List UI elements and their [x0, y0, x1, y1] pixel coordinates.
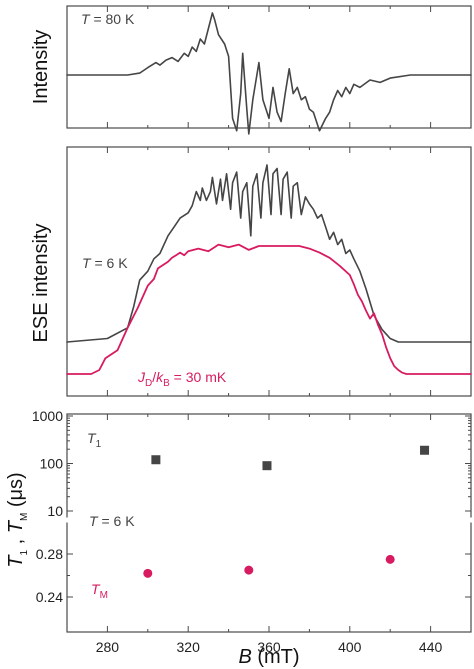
panel-b-xticks — [66, 147, 472, 396]
panel-c-ylabel: T1 , TM (μs) — [5, 472, 30, 567]
lower-y-tick-label: 0.28 — [36, 546, 63, 562]
tm-marker — [385, 554, 395, 564]
panel-a-trace — [66, 12, 472, 135]
panel-a: Intensity T = 80 K — [30, 5, 472, 135]
exchange-coupling-label: JD/kB = 30 mK — [137, 369, 227, 389]
tm-marker — [143, 568, 153, 578]
panel-c: 280 320 360 400 440 10 100 1000 0.24 0.28 T1 T =… — [5, 408, 474, 668]
temperature-80k-label: T = 80 K — [81, 11, 135, 27]
panel-b-black-trace — [66, 164, 472, 343]
temperature-6k-label-b: T = 6 K — [82, 255, 128, 271]
temperature-6k-label-c: T = 6 K — [89, 513, 135, 529]
panel-b-ylabel: ESE intensity — [30, 224, 52, 343]
upper-y-tick-label: 100 — [40, 456, 64, 472]
t1-marker — [262, 461, 272, 471]
x-axis-label: B (mT) — [238, 646, 299, 668]
panel-a-xticks — [66, 6, 472, 128]
x-tick-label: 280 — [96, 639, 120, 655]
x-tick-label: 360 — [257, 639, 281, 655]
panel-c-markers — [143, 445, 430, 578]
upper-y-tick-label: 1000 — [32, 408, 63, 424]
tm-series-label: TM — [91, 581, 108, 601]
t1-series-label: T1 — [87, 430, 102, 450]
panel-b: ESE intensity T = 6 K JD/kB = 30 mK — [30, 146, 472, 397]
t1-marker — [420, 445, 430, 455]
panel-c-xticks: 280 320 360 400 440 — [66, 414, 472, 655]
tm-marker — [244, 565, 254, 575]
panel-c-yticks: 10 100 1000 0.24 0.28 — [32, 408, 471, 605]
x-tick-label: 440 — [419, 639, 443, 655]
x-tick-label: 320 — [177, 639, 201, 655]
t1-marker — [151, 455, 161, 465]
panel-a-ylabel: Intensity — [30, 30, 52, 104]
x-tick-label: 400 — [338, 639, 362, 655]
lower-y-tick-label: 0.24 — [36, 589, 63, 605]
upper-y-tick-label: 10 — [47, 503, 63, 519]
panel-b-red-trace — [66, 243, 472, 375]
